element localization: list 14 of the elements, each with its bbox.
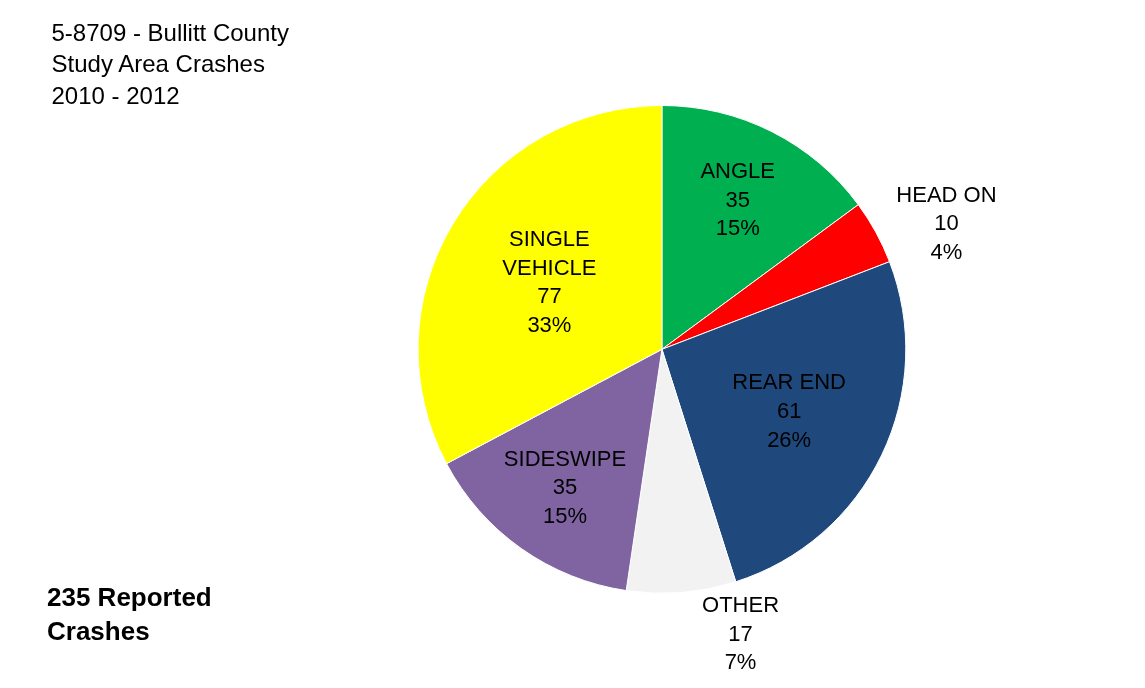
data-label: 77 33% [527,283,572,338]
slice-label: OTHER [702,592,780,618]
text: 5-8709 - Bullitt County Study Area Crashes 2010 - 2012 [51,19,289,109]
slice-label: SINGLE VEHICLE [502,226,597,280]
slice-label: SIDESWIPE [503,445,627,471]
data-label: 10 4% [930,210,963,264]
slice-label: HEAD ON [896,181,997,207]
data-label: 17 7% [724,620,757,675]
data-label: 35 15% [715,186,760,241]
slice-label: REAR END [732,369,846,395]
data-label: 35 15% [542,474,588,528]
data-label: 61 26% [767,397,812,452]
text: 235 Reported Crashes [47,582,212,646]
slice-label: ANGLE [700,158,776,184]
